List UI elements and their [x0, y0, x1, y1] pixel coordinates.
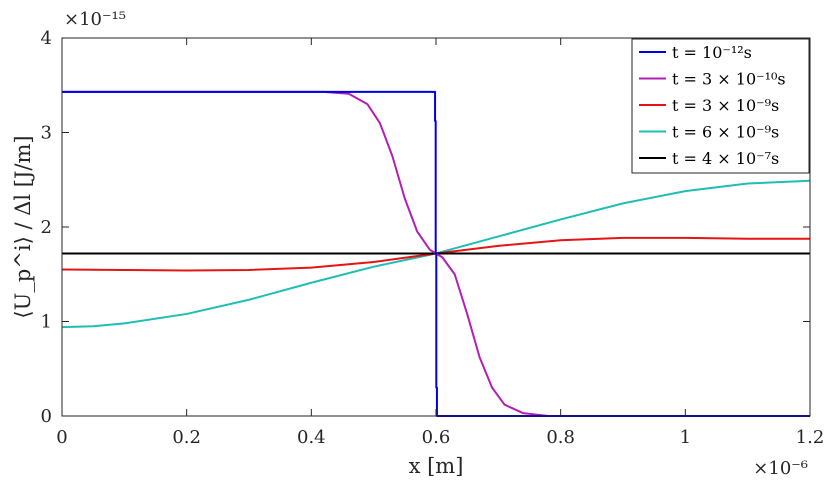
legend-label: t = 4 × 10⁻⁷s: [672, 149, 779, 168]
legend-label: t = 10⁻¹²s: [672, 43, 752, 62]
tick-layer: 0 0.2 0.4 0.6 0.8 1 1.2 0 1 2 3 4: [41, 28, 825, 448]
series-line-4: [61, 179, 811, 329]
series-line-2: [62, 90, 810, 417]
x-tick-label: 1.2: [796, 427, 825, 448]
legend-label: t = 3 × 10⁻⁹s: [672, 96, 779, 115]
y-tick-label: 3: [41, 123, 52, 144]
y-tick-label: 1: [41, 312, 52, 333]
y-tick-label: 0: [41, 406, 52, 427]
x-tick-label: 0.6: [422, 427, 451, 448]
legend-label: t = 3 × 10⁻¹⁰s: [672, 70, 786, 89]
x-tick-label: 0.2: [172, 427, 201, 448]
y-axis-label: ⟨U_p^i⟩ / Δl [J/m]: [11, 135, 35, 318]
x-tick-label: 0.8: [546, 427, 575, 448]
x-tick-label: 0: [56, 427, 67, 448]
x-multiplier: ×10⁻⁶: [753, 458, 808, 479]
x-axis-label: x [m]: [409, 454, 464, 478]
y-tick-label: 4: [41, 28, 52, 49]
x-tick-label: 0.4: [297, 427, 326, 448]
y-tick-label: 2: [41, 217, 52, 238]
x-tick-label: 1: [680, 427, 691, 448]
legend: t = 10⁻¹²s t = 3 × 10⁻¹⁰s t = 3 × 10⁻⁹s t =…: [631, 38, 810, 174]
legend-label: t = 6 × 10⁻⁹s: [672, 123, 779, 142]
y-multiplier: ×10⁻¹⁵: [64, 9, 126, 30]
